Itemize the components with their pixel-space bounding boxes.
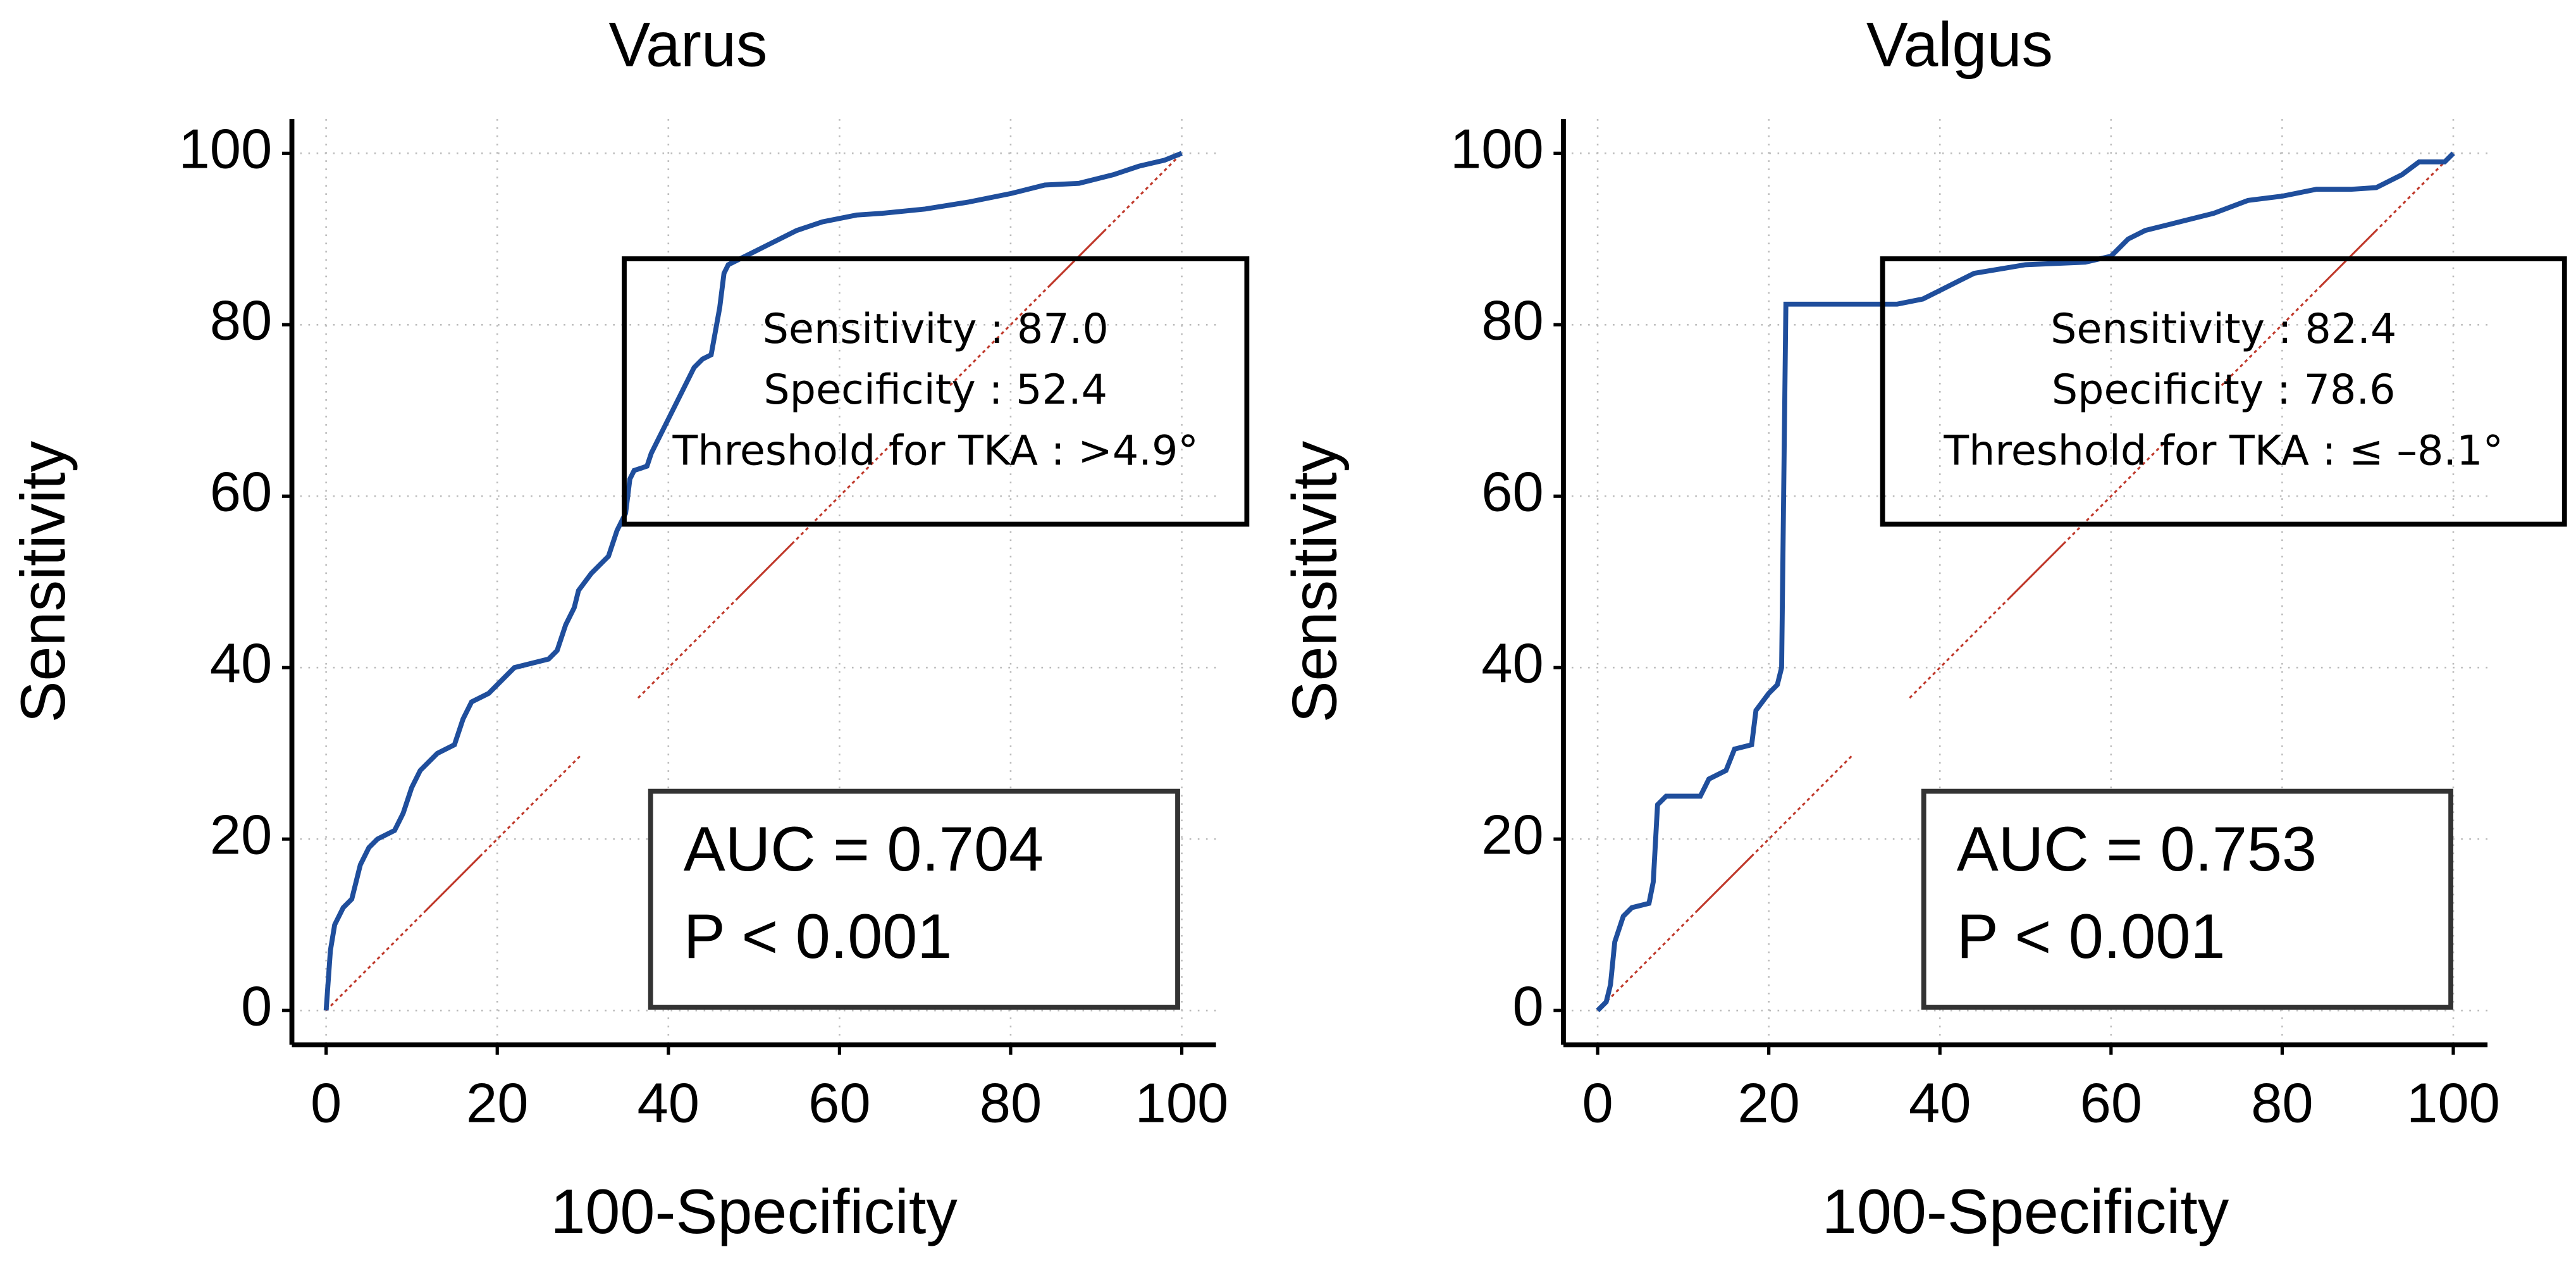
y-tick-label: 20 xyxy=(1481,804,1543,866)
y-tick-label: 100 xyxy=(1450,118,1544,180)
roc-curve xyxy=(323,151,1183,1011)
y-tick-label: 100 xyxy=(179,118,273,180)
chart-title: Valgus xyxy=(1866,9,2053,79)
auc-box xyxy=(648,788,1180,1010)
x-tick-label: 100 xyxy=(2407,1072,2500,1134)
x-tick-label: 40 xyxy=(1909,1072,1971,1134)
reference-line xyxy=(325,152,1183,1012)
y-tick-label: 80 xyxy=(210,289,272,352)
y-tick-label: 60 xyxy=(210,461,272,523)
threshold-box xyxy=(1880,256,2567,527)
auc-text: AUC = 0.753 xyxy=(1957,814,2317,884)
y-axis-label: Sensitivity xyxy=(1279,440,1350,723)
y-tick-label: 0 xyxy=(241,975,272,1038)
x-tick-label: 40 xyxy=(638,1072,699,1134)
y-tick-label: 60 xyxy=(1481,461,1543,523)
y-tick-label: 40 xyxy=(1481,632,1543,695)
threshold-text: Sensitivity : 82.4 xyxy=(2050,306,2396,353)
x-tick-label: 60 xyxy=(808,1072,870,1134)
x-tick-label: 60 xyxy=(2080,1072,2142,1134)
x-tick-label: 0 xyxy=(311,1072,342,1134)
threshold-text: Threshold for TKA : >4.9° xyxy=(672,428,1198,475)
x-tick-label: 80 xyxy=(2251,1072,2313,1134)
threshold-text: Threshold for TKA : ≤ –8.1° xyxy=(1943,428,2503,475)
y-tick-label: 20 xyxy=(210,804,272,866)
auc-text: P < 0.001 xyxy=(684,901,952,971)
roc-curve xyxy=(1596,151,2455,1012)
x-tick-label: 80 xyxy=(980,1072,1042,1134)
chart-title: Varus xyxy=(608,9,767,79)
auc-text: P < 0.001 xyxy=(1957,901,2226,971)
x-tick-label: 20 xyxy=(466,1072,528,1134)
x-axis-label: 100-Specificity xyxy=(1822,1176,2229,1246)
reference-line xyxy=(1596,152,2455,1012)
threshold-box xyxy=(622,256,1250,527)
x-tick-label: 100 xyxy=(1135,1072,1229,1134)
y-tick-label: 80 xyxy=(1481,289,1543,352)
threshold-text: Specificity : 52.4 xyxy=(763,366,1107,414)
x-tick-label: 0 xyxy=(1582,1072,1613,1134)
auc-box xyxy=(1921,788,2453,1010)
y-axis-label: Sensitivity xyxy=(8,440,78,723)
y-tick-label: 40 xyxy=(210,632,272,695)
x-axis-label: 100-Specificity xyxy=(550,1176,958,1246)
auc-text: AUC = 0.704 xyxy=(684,814,1044,884)
y-tick-label: 0 xyxy=(1512,975,1543,1038)
x-tick-label: 20 xyxy=(1737,1072,1799,1134)
threshold-text: Sensitivity : 87.0 xyxy=(763,306,1109,353)
threshold-text: Specificity : 78.6 xyxy=(2052,366,2396,414)
